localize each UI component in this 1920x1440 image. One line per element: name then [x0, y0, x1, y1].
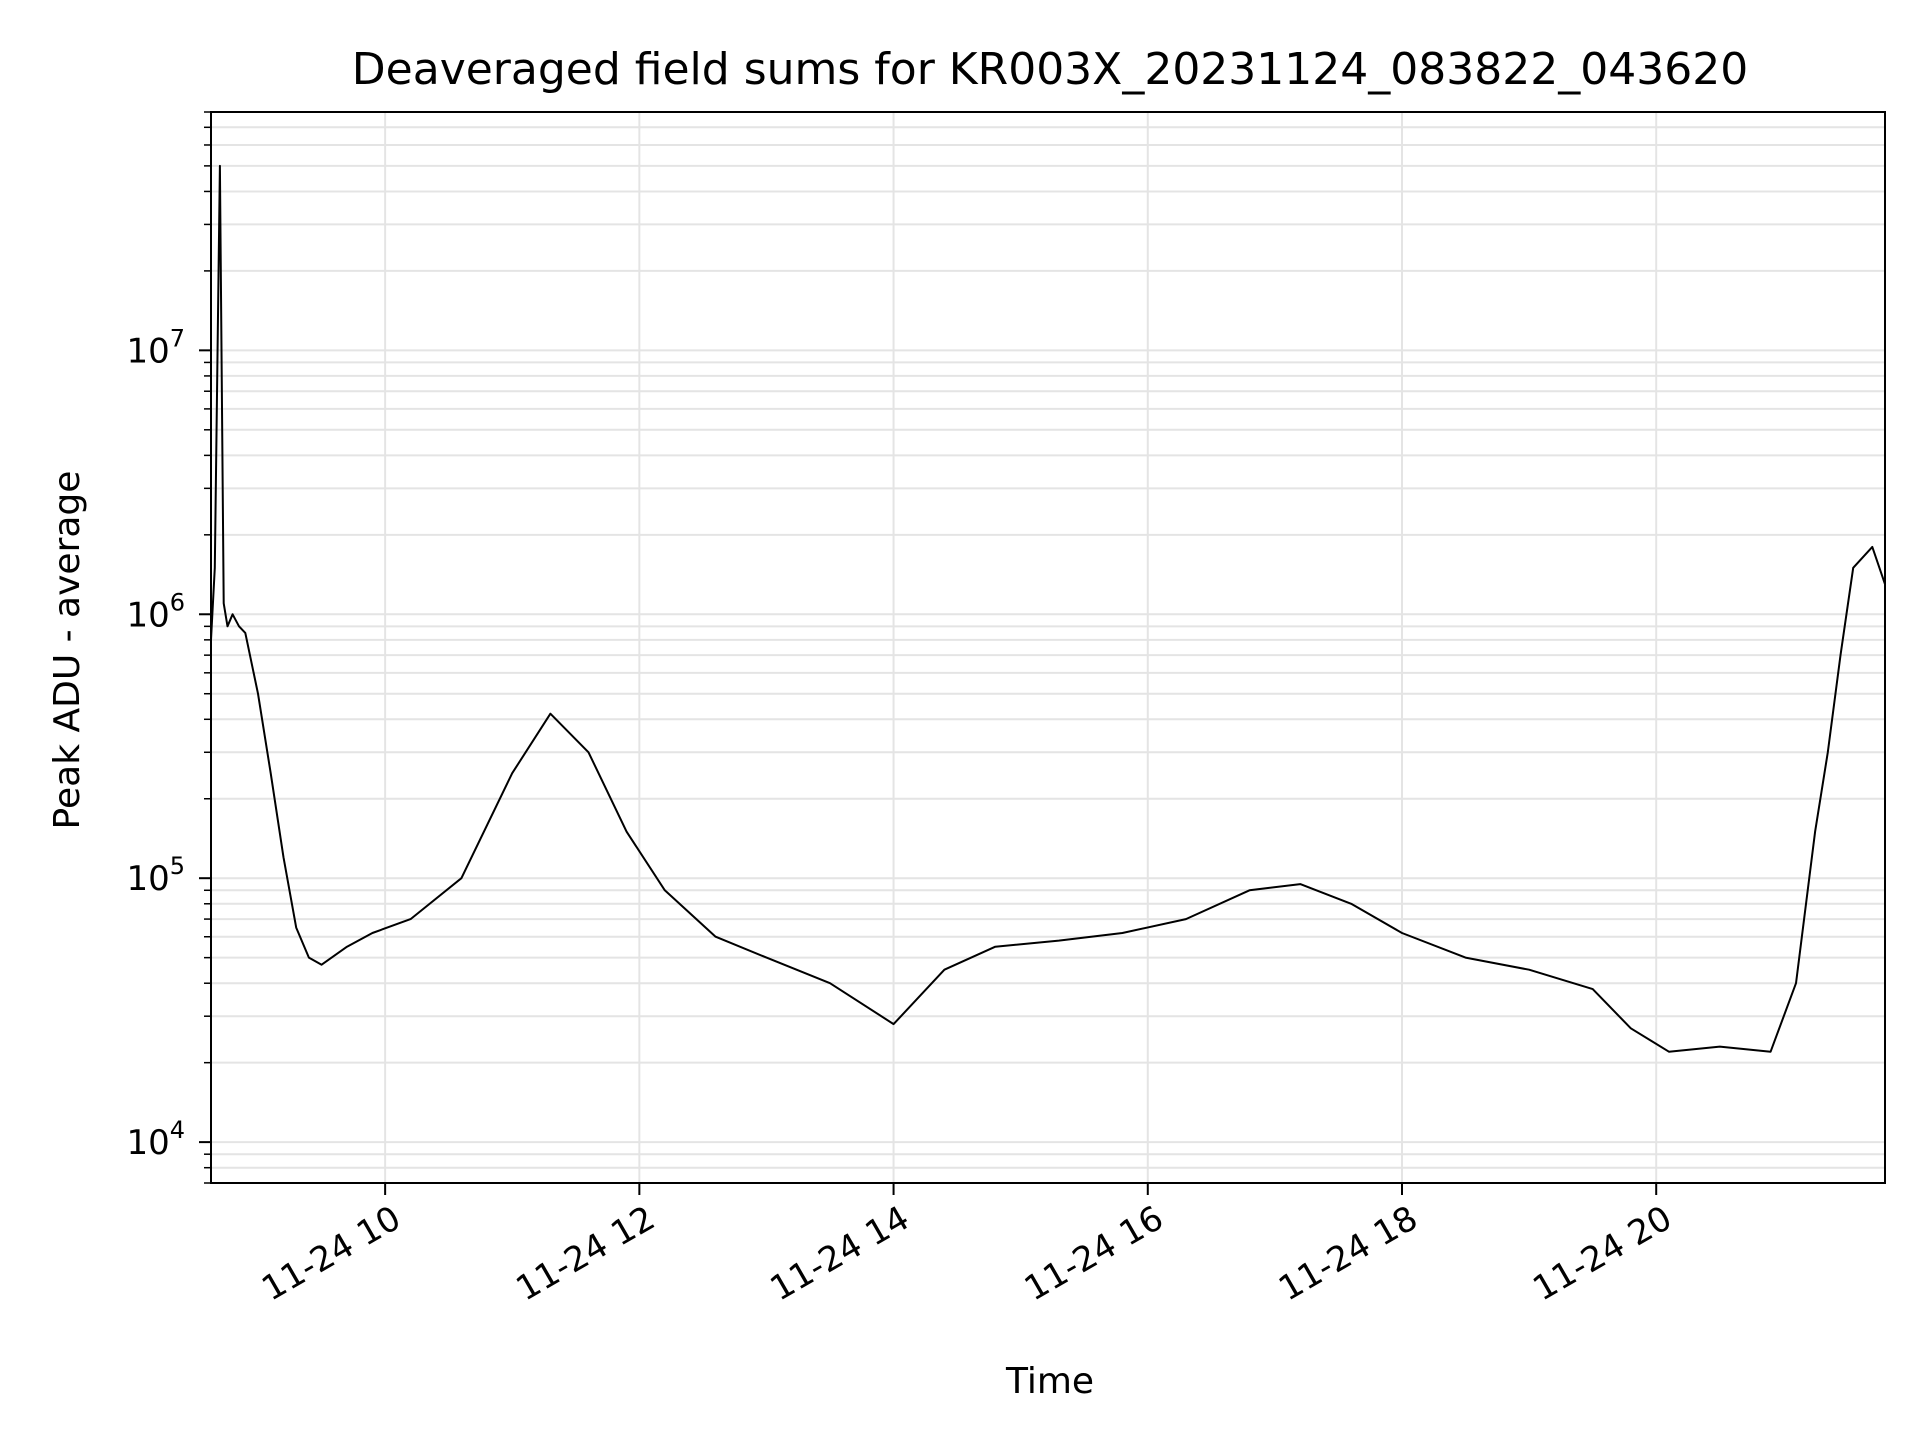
data-layer	[210, 164, 1886, 1053]
chart-title: Deaveraged field sums for KR003X_2023112…	[352, 44, 1748, 95]
y-tick-label: 106	[126, 588, 185, 635]
y-tick-label: 104	[126, 1116, 185, 1163]
y-tick-label: 107	[126, 324, 185, 371]
y-axis-title: Peak ADU - average	[47, 471, 88, 830]
x-axis-title: Time	[1005, 1361, 1094, 1402]
y-tick-label: 105	[126, 852, 185, 899]
plot-frame	[210, 111, 1886, 1184]
series-line	[210, 164, 1886, 1053]
